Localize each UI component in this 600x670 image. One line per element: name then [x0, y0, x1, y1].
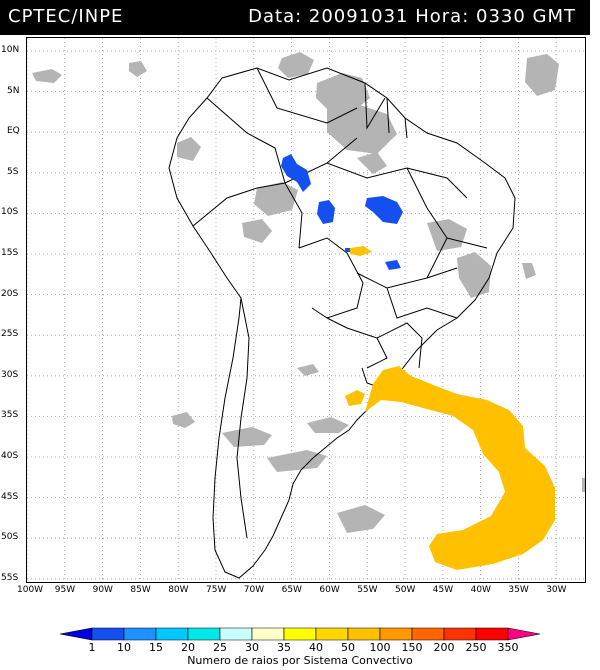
lat-tick-label: 30S — [1, 369, 19, 380]
lon-tick-label: 60W — [319, 585, 340, 595]
convective-system-blue — [365, 196, 403, 224]
legend-level-label: 250 — [466, 641, 487, 654]
map-frame: 10N 5N EQ 5S 10S 15S 20S 25S 30S 35S 40S 45S 50S 55S … — [1, 37, 596, 595]
lon-tick-label: 50W — [395, 585, 416, 595]
lat-tick-label: 55S — [1, 572, 19, 583]
lon-tick-label: 65W — [281, 585, 302, 595]
legend-level-label: 350 — [498, 641, 519, 654]
lat-tick-label: 5N — [7, 85, 20, 96]
lat-tick-label: 15S — [1, 248, 19, 258]
legend-level-label: 50 — [341, 641, 355, 654]
lat-tick-label: 10N — [1, 45, 20, 55]
legend-color-box — [283, 627, 317, 641]
lon-tick-label: 90W — [92, 585, 113, 595]
legend-color-box — [187, 627, 221, 641]
lat-tick-label: 25S — [1, 329, 19, 340]
border-paraguay — [326, 317, 388, 369]
lon-tick-label: 70W — [243, 585, 265, 595]
legend-level-label: 30 — [245, 641, 259, 654]
legend-level-label: 35 — [277, 641, 291, 654]
map-canvas — [26, 38, 596, 582]
legend-level-label: 1 — [89, 641, 96, 654]
lon-tick-label: 100W — [17, 585, 44, 595]
legend-colorbar: 1 10 15 20 25 30 35 40 50 100 150 200 250 350 — [59, 627, 541, 654]
convective-system-blue — [317, 200, 335, 224]
lon-tick-label: 80W — [168, 585, 189, 595]
legend-color-box — [91, 627, 125, 641]
legend-color-box — [475, 627, 509, 641]
convective-system-orange — [345, 390, 365, 406]
title-bar: CPTEC/INPE Data: 20091031 Hora: 0330 GMT — [0, 0, 590, 35]
brazil-states — [284, 137, 488, 319]
border-brazil-south — [376, 322, 423, 369]
legend-level-label: 40 — [309, 641, 323, 654]
convective-system-orange — [365, 366, 555, 570]
legend-level-label: 100 — [370, 641, 391, 654]
lat-tick-label: 20S — [1, 288, 19, 299]
lon-tick-label: 85W — [130, 585, 151, 595]
lat-lon-grid — [26, 38, 585, 582]
coastlines-and-borders — [168, 67, 516, 579]
border-venezuela — [256, 67, 358, 124]
lon-tick-label: 95W — [54, 585, 76, 595]
legend-color-box — [507, 627, 541, 641]
legend-color-box — [443, 627, 477, 641]
lon-tick-label: 35W — [508, 585, 529, 595]
legend-level-label: 25 — [213, 641, 227, 654]
legend-color-box — [123, 627, 157, 641]
lat-tick-label: 50S — [1, 532, 19, 543]
legend-color-box — [347, 627, 381, 641]
legend-color-box — [155, 627, 189, 641]
convective-system-orange — [350, 246, 372, 256]
legend-level-label: 150 — [402, 641, 423, 654]
lat-tick-label: 40S — [1, 451, 19, 461]
legend-level-label: 15 — [149, 641, 163, 654]
border-chile-argentina — [236, 297, 250, 539]
legend-color-box — [411, 627, 445, 641]
legend-level-label: 200 — [434, 641, 455, 654]
legend-color-box — [219, 627, 253, 641]
convective-system-blue — [345, 248, 351, 252]
convective-system-blue — [281, 154, 311, 192]
source-label: CPTEC/INPE — [8, 6, 124, 27]
lat-tick-label: 10S — [1, 207, 19, 218]
lon-tick-label: 40W — [470, 585, 491, 595]
border-guianas — [364, 82, 408, 139]
lon-tick-label: 75W — [206, 585, 227, 595]
lat-tick-label: EQ — [7, 126, 20, 137]
legend-color-box — [315, 627, 349, 641]
border-peru — [192, 182, 303, 249]
legend-color-box — [59, 627, 93, 641]
legend-caption: Numero de raios por Sistema Convectivo — [187, 654, 413, 667]
south-america-coastline — [168, 67, 516, 579]
date-time-label: Data: 20091031 Hora: 0330 GMT — [248, 6, 576, 27]
legend-color-box — [251, 627, 285, 641]
lon-tick-label: 55W — [357, 585, 378, 595]
legend-color-box — [379, 627, 413, 641]
legend-level-label: 10 — [117, 641, 131, 654]
legend-level-label: 20 — [181, 641, 195, 654]
lat-tick-label: 35S — [1, 410, 19, 421]
lon-tick-label: 45W — [432, 585, 454, 595]
lat-tick-label: 45S — [1, 491, 19, 502]
convective-system-blue — [385, 260, 401, 270]
convective-systems — [281, 154, 555, 570]
border-colombia — [206, 97, 286, 184]
lat-tick-label: 5S — [7, 166, 19, 177]
lon-tick-label: 30W — [546, 585, 567, 595]
